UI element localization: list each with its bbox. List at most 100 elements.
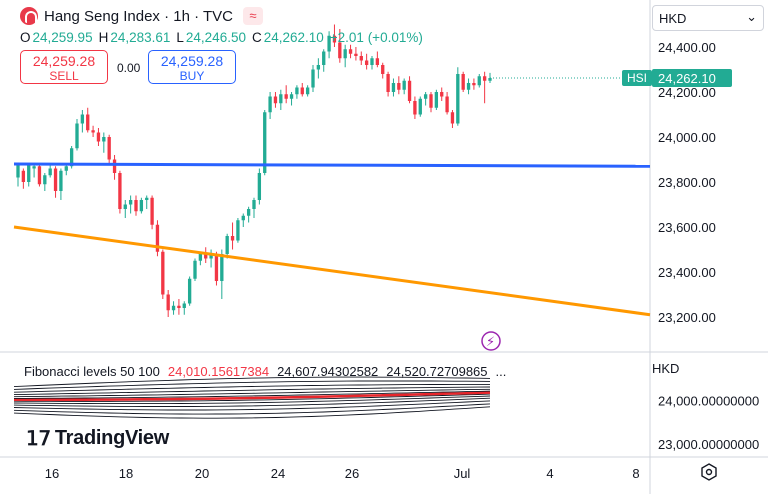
candle-body (150, 197, 154, 225)
fib-legend[interactable]: Fibonacci levels 50 100 24,010.15617384 … (24, 364, 506, 379)
horizontal-blue-line[interactable] (13, 162, 651, 168)
candle-body (354, 53, 358, 56)
candle-body (241, 215, 245, 221)
candle-body (43, 175, 47, 185)
open-label: O (20, 30, 31, 45)
candle-body (423, 94, 428, 99)
candle-body (338, 42, 342, 59)
fib-band-line (13, 393, 491, 402)
candle-body (80, 114, 85, 124)
candle-body (64, 166, 68, 171)
fib-band-line (13, 380, 491, 390)
candle-body (364, 60, 369, 65)
tradingview-text: TradingView (54, 427, 170, 449)
candle-body (96, 132, 101, 142)
candle-body (311, 69, 315, 88)
candle-body (477, 76, 481, 86)
candle-body (434, 92, 439, 108)
fib-band-line (13, 383, 490, 393)
fib-legend-more: ... (495, 364, 507, 379)
candle-body (375, 58, 380, 65)
gear-icon[interactable] (700, 463, 718, 481)
candle-body (171, 305, 176, 311)
chevron-down-icon: ⌄ (746, 9, 757, 24)
low-value: 24,246.50 (185, 30, 246, 45)
candle-body (209, 254, 213, 259)
candle-body (145, 197, 149, 200)
symbol-header[interactable]: Hang Seng Index · 1h · TVC ≈ (20, 7, 263, 25)
price-tag-bg (652, 69, 732, 88)
candle-body (107, 137, 111, 160)
x-tick-label: 18 (119, 466, 133, 481)
candle-body (332, 35, 337, 43)
candle-body (273, 96, 278, 104)
fib-band-line (13, 400, 491, 411)
spread-value: 0.00 (117, 61, 141, 75)
lightning-badge[interactable] (481, 331, 501, 351)
candle-body (445, 96, 449, 113)
low-label: L (176, 30, 184, 45)
open-value: 24,259.95 (32, 30, 93, 45)
candle-body (91, 130, 95, 133)
candle-body (397, 83, 401, 90)
candle-body (102, 137, 106, 142)
high-label: H (98, 30, 109, 45)
candle-body (418, 98, 422, 115)
candle-body (220, 254, 224, 281)
candle-body (429, 94, 433, 108)
candle-body (128, 200, 133, 205)
candle-body (155, 224, 160, 252)
wave-icon[interactable]: ≈ (243, 7, 263, 25)
fib-band-line (14, 390, 491, 399)
fib-band-line (13, 388, 491, 398)
candle-body (295, 87, 299, 95)
y-tick-label: 23,400.00 (658, 265, 716, 280)
candle-body (21, 170, 26, 182)
candle-body (450, 112, 455, 124)
candle-body (123, 204, 127, 209)
candle-body (177, 305, 181, 308)
hang-seng-logo-icon (20, 7, 38, 25)
x-tick-label: 20 (195, 466, 209, 481)
close-value: 24,262.10 (263, 30, 324, 45)
candle-body (27, 164, 31, 182)
candle-body (461, 74, 465, 90)
candle-body (413, 101, 417, 115)
fib-band-line (13, 397, 491, 407)
fib-mid-line (14, 391, 491, 402)
candle-body (53, 168, 58, 191)
candle-body (166, 294, 170, 311)
candle-body (198, 254, 203, 261)
candle-body (268, 96, 272, 113)
candle-body (187, 278, 192, 304)
y-tick-label: 24,400.00 (658, 40, 716, 55)
fib-band-line (13, 406, 491, 419)
fib-legend-value-3: 24,520.72709865 (386, 364, 488, 379)
currency-select[interactable]: HKD ⌄ (652, 5, 764, 31)
ohlc-legend: O 24,259.95 H 24,283.61 L 24,246.50 C 24… (20, 30, 427, 45)
y-tick-label: 23,800.00 (658, 175, 716, 190)
candle-body (407, 80, 412, 101)
fib-legend-value-2: 24,607.94302582 (277, 364, 379, 379)
candle-body (289, 94, 294, 99)
symbol-title: Hang Seng Index · 1h · TVC (44, 7, 233, 25)
trend-orange-line[interactable] (13, 225, 651, 317)
candle-body (48, 168, 52, 176)
fib-legend-value-1: 24,010.15617384 (167, 364, 270, 379)
sub-y-tick-label: 23,000.00000000 (658, 437, 759, 452)
buy-button[interactable]: 24,259.28 BUY (148, 50, 236, 84)
sub-y-tick-label: 24,000.00000000 (658, 393, 759, 408)
fib-band-line (13, 386, 491, 396)
fib-band-line (13, 395, 491, 405)
sell-button[interactable]: 24,259.28 SELL (20, 50, 108, 84)
symbol-tag-bg (622, 70, 652, 87)
candle-body (75, 123, 79, 149)
buy-price: 24,259.28 (160, 53, 224, 69)
candle-body (252, 200, 256, 209)
candle-body (112, 159, 117, 173)
fib-legend-name: Fibonacci levels 50 100 (24, 364, 160, 379)
candle-body (161, 251, 165, 295)
candle-body (343, 49, 347, 59)
candle-body (284, 94, 288, 99)
